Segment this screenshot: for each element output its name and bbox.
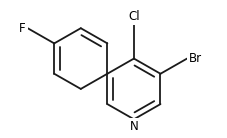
- Text: Br: Br: [188, 52, 201, 65]
- Text: Cl: Cl: [128, 10, 139, 23]
- Text: F: F: [19, 22, 26, 35]
- Text: N: N: [129, 120, 138, 133]
